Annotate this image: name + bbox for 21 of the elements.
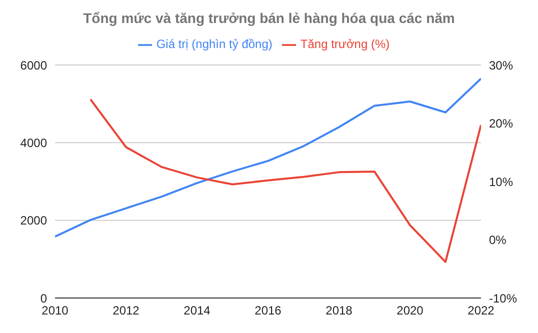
x-tick-label: 2020 (396, 304, 424, 318)
x-tick-label: 2022 (468, 304, 495, 318)
line-series (55, 78, 481, 238)
x-tick-label: 2012 (112, 304, 140, 318)
x-tick-label: 2016 (254, 304, 282, 318)
y2-tick-label: 20% (489, 116, 514, 131)
line-series (90, 98, 481, 263)
y-tick-label: 2000 (20, 214, 48, 228)
chart-title: Tổng mức và tăng trưởng bán lẻ hàng hóa qua các năm (82, 9, 456, 28)
legend-label: Giá trị (nghìn tỷ đồng) (156, 37, 272, 51)
y2-tick-label: -10% (489, 291, 518, 306)
y-tick-label: 6000 (20, 58, 48, 72)
y2-tick-label: 10% (489, 174, 514, 189)
y-tick-label: 4000 (20, 136, 48, 150)
y-tick-label: 0 (40, 291, 48, 306)
x-tick-label: 2014 (184, 304, 211, 318)
legend-label: Tăng trưởng (%) (300, 37, 390, 51)
x-tick-label: 2010 (42, 304, 69, 318)
y2-tick-label: 0% (489, 233, 507, 248)
y2-tick-label: 30% (489, 58, 514, 72)
x-tick-label: 2018 (326, 304, 353, 318)
